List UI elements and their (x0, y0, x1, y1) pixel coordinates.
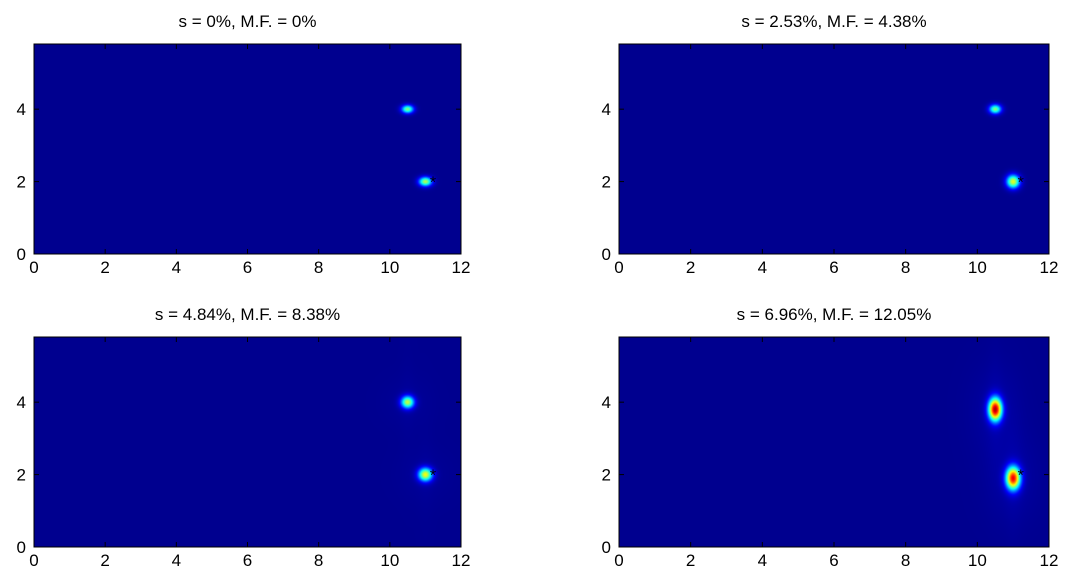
x-tick-label: 2 (686, 551, 695, 570)
y-tick-label: 0 (17, 538, 26, 557)
x-tick-label: 6 (243, 258, 252, 277)
star-marker: * (1018, 468, 1024, 485)
heatmap-image (34, 44, 461, 254)
subplot-1: * 0 2 4 6 8 10 12 0 2 4 s = 0%, M.F. = 0% (17, 12, 471, 277)
x-tick-label: 6 (829, 258, 838, 277)
x-tick-label: 6 (829, 551, 838, 570)
x-tick-label: 2 (100, 551, 109, 570)
y-tick-label: 2 (602, 173, 611, 192)
x-tick-label: 0 (29, 258, 38, 277)
heatmap-image (619, 44, 1049, 254)
subplot-title: s = 6.96%, M.F. = 12.05% (737, 305, 932, 324)
x-tick-label: 4 (758, 551, 767, 570)
x-tick-label: 10 (380, 551, 399, 570)
star-marker: * (1018, 175, 1024, 192)
x-tick-label: 8 (314, 258, 323, 277)
x-tick-label: 6 (243, 551, 252, 570)
y-tick-label: 0 (17, 245, 26, 264)
x-tick-label: 12 (1040, 258, 1059, 277)
y-tick-label: 4 (602, 393, 611, 412)
y-tick-label: 4 (602, 100, 611, 119)
subplot-title: s = 2.53%, M.F. = 4.38% (741, 12, 926, 31)
subplot-3: * 0 2 4 6 8 10 12 0 2 4 s = 4.84%, M.F. = 8.38% (17, 305, 471, 570)
y-tick-label: 0 (602, 538, 611, 557)
x-tick-label: 12 (1040, 551, 1059, 570)
x-tick-label: 4 (172, 258, 181, 277)
x-tick-label: 8 (314, 551, 323, 570)
x-tick-label: 8 (901, 258, 910, 277)
x-tick-label: 12 (452, 258, 471, 277)
x-tick-label: 0 (29, 551, 38, 570)
y-tick-label: 2 (17, 173, 26, 192)
y-tick-label: 0 (602, 245, 611, 264)
x-tick-label: 2 (100, 258, 109, 277)
x-tick-label: 10 (968, 551, 987, 570)
x-tick-label: 12 (452, 551, 471, 570)
subplot-grid: * 0 2 4 6 8 10 12 0 2 4 s = 0%, M.F. = 0% * 0 2 4 6 8 10 12… (17, 12, 1059, 570)
x-tick-label: 2 (686, 258, 695, 277)
heatmap-image (619, 337, 1049, 547)
subplot-2: * 0 2 4 6 8 10 12 0 2 4 s = 2.53%, M.F. = 4.38% (602, 12, 1059, 277)
x-tick-label: 8 (901, 551, 910, 570)
x-tick-label: 0 (614, 551, 623, 570)
star-marker: * (430, 468, 436, 485)
subplot-title: s = 4.84%, M.F. = 8.38% (155, 305, 340, 324)
x-tick-label: 10 (968, 258, 987, 277)
x-tick-label: 4 (172, 551, 181, 570)
subplot-4: * 0 2 4 6 8 10 12 0 2 4 s = 6.96%, M.F. = 12.05% (602, 305, 1059, 570)
y-tick-label: 4 (17, 393, 26, 412)
subplot-title: s = 0%, M.F. = 0% (179, 12, 317, 31)
y-tick-label: 2 (17, 466, 26, 485)
y-tick-label: 4 (17, 100, 26, 119)
x-tick-label: 10 (380, 258, 399, 277)
x-tick-label: 4 (758, 258, 767, 277)
x-tick-label: 0 (614, 258, 623, 277)
star-marker: * (430, 175, 436, 192)
y-tick-label: 2 (602, 466, 611, 485)
heatmap-image (34, 337, 461, 547)
